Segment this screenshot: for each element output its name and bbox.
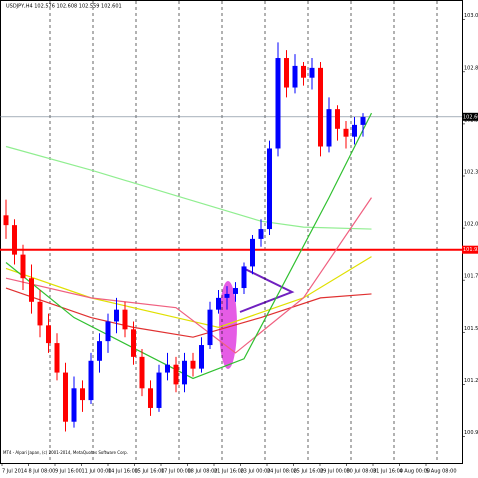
x-tick-label: 7 Jul 2014 — [2, 469, 27, 475]
current-price-box — [462, 112, 478, 121]
y-tick-label: 101.240 — [464, 378, 478, 384]
candle-body — [250, 238, 255, 267]
candle-body — [156, 372, 162, 408]
candle-body — [199, 345, 204, 369]
candle-body — [173, 364, 179, 385]
x-tick-label: 4 Aug 00:00 — [400, 469, 431, 475]
moving-average — [5, 197, 372, 354]
candle-body — [12, 225, 17, 255]
candle-body — [37, 301, 43, 326]
x-tick-label: 31 Jul 16:00 — [373, 469, 403, 475]
x-tick-label: 14 Jul 16:00 — [108, 469, 138, 475]
candle-body — [54, 343, 60, 373]
x-tick-label: 11 Jul 00:00 — [82, 469, 112, 475]
x-tick-label: 18 Jul 08:00 — [188, 469, 218, 475]
moving-average — [5, 112, 373, 380]
candle-body — [71, 388, 77, 422]
candle-body — [216, 297, 221, 310]
y-tick-label: 101.770 — [464, 274, 478, 280]
candle-body — [352, 124, 357, 137]
x-tick-label: 15 Jul 16:00 — [135, 469, 165, 475]
x-tick-label: 23 Jul 00:00 — [241, 469, 271, 475]
candle-body — [114, 309, 119, 322]
candle-body — [3, 215, 9, 226]
candle-body — [148, 388, 153, 408]
candle-body — [97, 341, 102, 361]
candle-body — [284, 58, 289, 88]
x-tick-label: 5 Aug 08:00 — [426, 469, 457, 475]
candle-body — [335, 109, 340, 129]
candle-body — [318, 67, 323, 147]
candle-body — [105, 321, 111, 342]
moving-average — [5, 256, 372, 328]
y-tick-label: 100.975 — [464, 430, 478, 436]
triangle-annotation — [239, 267, 295, 313]
candle-body — [122, 309, 128, 330]
level-label: 101.925 — [463, 247, 478, 253]
candle-body — [63, 372, 68, 422]
y-tick-label: 102.035 — [464, 222, 478, 228]
plot-frame — [0, 0, 463, 464]
x-tick-label: 24 Jul 08:00 — [267, 469, 297, 475]
candle-body — [326, 109, 332, 147]
x-tick-label: 8 Jul 08:00 — [29, 469, 56, 475]
candle-body — [343, 128, 349, 137]
candle-body — [224, 293, 230, 298]
candle-body — [360, 117, 366, 125]
candle-body — [190, 360, 196, 369]
y-tick-label: 103.095 — [464, 13, 478, 19]
x-tick-label: 25 Jul 16:00 — [294, 469, 324, 475]
candle-body — [207, 309, 213, 346]
highlight-ellipse — [219, 281, 237, 369]
candle-body — [267, 148, 272, 230]
chart-title: USDJPY,H4 102.576 102.608 102.559 102.60… — [6, 4, 122, 10]
candle-body — [241, 266, 247, 289]
x-tick-label: 17 Jul 00:00 — [161, 469, 191, 475]
candle-body — [139, 356, 145, 389]
x-tick-label: 9 Jul 16:00 — [55, 469, 82, 475]
candle-body — [309, 67, 315, 78]
candle-body — [292, 65, 298, 88]
candle-body — [233, 288, 238, 294]
y-tick-label: 101.505 — [464, 326, 478, 332]
y-tick-label: 102.300 — [464, 169, 478, 175]
candle-body — [182, 360, 187, 385]
current-price-label: 102.601 — [463, 114, 478, 120]
candle-body — [275, 58, 281, 149]
candle-body — [29, 278, 34, 302]
candle-body — [46, 325, 51, 344]
x-tick-label: 21 Jul 16:00 — [214, 469, 244, 475]
candle-body — [165, 364, 170, 373]
footer: MT4 - Alpari Japan, (c) 2001-2014, MetaQ… — [3, 450, 128, 455]
candle-body — [88, 360, 94, 401]
candle-body — [20, 254, 26, 279]
x-tick-label: 29 Jul 00:00 — [320, 469, 350, 475]
candle-body — [301, 65, 306, 78]
candle-body — [258, 229, 264, 239]
y-tick-label: 102.830 — [464, 65, 478, 71]
candle-body — [131, 329, 136, 357]
x-tick-label: 30 Jul 08:00 — [347, 469, 377, 475]
moving-average — [5, 145, 372, 230]
candle-body — [80, 388, 85, 401]
level-box — [462, 245, 478, 254]
moving-average — [5, 287, 372, 338]
